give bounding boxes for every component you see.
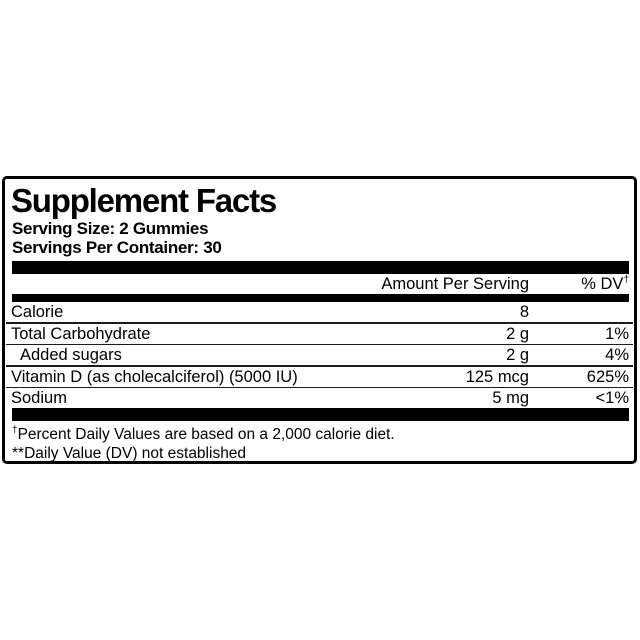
nutrient-name: Added sugars bbox=[20, 346, 122, 364]
row-separator bbox=[6, 386, 633, 388]
table-row: Vitamin D (as cholecalciferol) (5000 IU)… bbox=[5, 367, 634, 387]
nutrient-dv: 625% bbox=[586, 367, 629, 386]
serving-size-text: Serving Size: 2 Gummies bbox=[12, 219, 209, 238]
row-separator bbox=[6, 343, 633, 345]
nutrient-dv: 4% bbox=[605, 346, 629, 364]
nutrient-dv: <1% bbox=[595, 389, 629, 407]
nutrient-amount: 8 bbox=[519, 303, 529, 321]
row-separator bbox=[6, 322, 633, 324]
nutrient-name: Sodium bbox=[11, 389, 67, 407]
row-separator bbox=[6, 365, 633, 367]
dv-header-dagger: † bbox=[623, 274, 629, 286]
divider-medium bbox=[12, 294, 629, 302]
nutrient-name: Vitamin D (as cholecalciferol) (5000 IU) bbox=[11, 367, 298, 386]
dv-column-header: % DV† bbox=[529, 274, 629, 294]
nutrient-amount: 5 mg bbox=[492, 389, 529, 407]
amount-header-label: Amount Per Serving bbox=[381, 275, 529, 293]
nutrient-amount: 2 g bbox=[506, 324, 529, 343]
nutrient-name: Total Carbohydrate bbox=[11, 324, 151, 343]
supplement-facts-panel: Supplement Facts Serving Size: 2 Gummies… bbox=[2, 176, 637, 464]
nutrient-amount: 2 g bbox=[506, 346, 529, 364]
table-row: Total Carbohydrate 2 g 1% bbox=[5, 324, 634, 344]
divider-thick-top bbox=[12, 261, 629, 274]
divider-thick-bottom bbox=[12, 408, 629, 421]
footnote: †Percent Daily Values are based on a 2,0… bbox=[12, 424, 395, 443]
table-row: Sodium 5 mg <1% bbox=[5, 388, 634, 408]
nutrient-dv: 1% bbox=[605, 324, 629, 343]
table-row: Calorie 8 bbox=[5, 302, 634, 322]
footnote-dagger: † bbox=[12, 424, 18, 436]
footnote: **Daily Value (DV) not established bbox=[12, 444, 247, 462]
column-header-row: Amount Per Serving % DV† bbox=[5, 274, 634, 294]
dv-header-label: % DV bbox=[581, 275, 624, 293]
nutrient-name: Calorie bbox=[11, 303, 64, 321]
nutrient-table: Calorie 8 Total Carbohydrate 2 g 1% Added sug… bbox=[5, 302, 634, 408]
table-row: Added sugars 2 g 4% bbox=[5, 345, 634, 365]
servings-per-container-text: Servings Per Container: 30 bbox=[12, 238, 222, 257]
nutrient-amount: 125 mcg bbox=[465, 367, 529, 386]
panel-title: Supplement Facts bbox=[11, 182, 277, 219]
amount-column-header: Amount Per Serving bbox=[359, 274, 529, 294]
footnotes: †Percent Daily Values are based on a 2,0… bbox=[12, 424, 629, 463]
